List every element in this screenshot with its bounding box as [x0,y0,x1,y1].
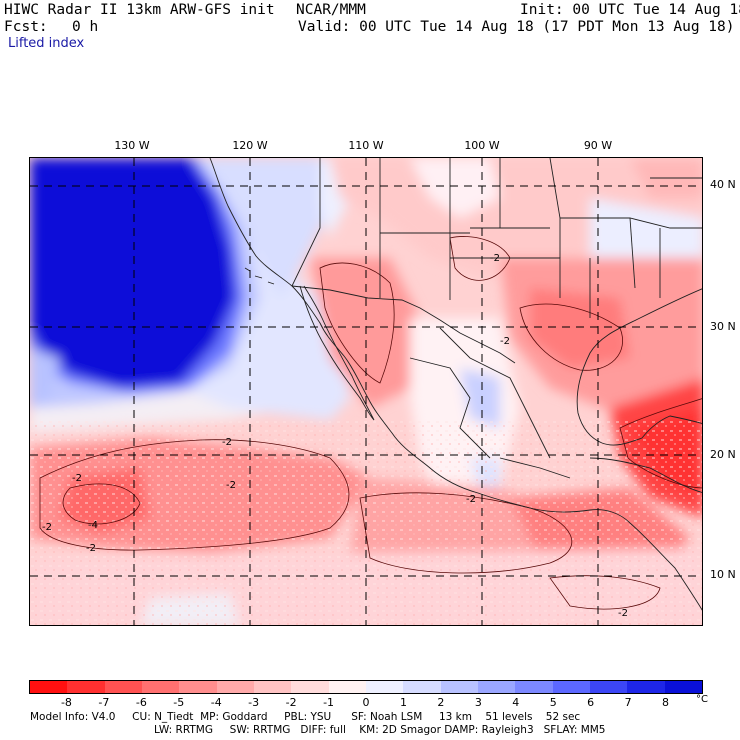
contour-label: -2 [618,608,628,619]
colorbar-segment [477,681,516,693]
colorbar-segment [515,681,553,693]
contour-label: -4 [88,520,98,531]
contour-label: -2 [72,473,82,484]
colorbar-segment [104,681,142,693]
colorbar-tick-label: -5 [173,696,185,709]
org: NCAR/MMM [296,2,366,18]
footer-line-2: LW: RRTMG SW: RRTMG DIFF: full KM: 2D Sm… [154,724,606,736]
colorbar-tick-label: -4 [210,696,222,709]
lon-label-110w: 110 W [348,139,384,152]
contour-label: -2 [86,543,96,554]
colorbar-tick-label: 3 [474,696,482,709]
colorbar-segment [291,681,329,693]
colorbar-segment [552,681,590,693]
colorbar-segment [253,681,292,693]
colorbar-tick-label: -7 [98,696,110,709]
grid-lines [30,158,702,625]
colorbar-segment [365,681,404,693]
field-name: Lifted index [8,36,85,51]
colorbar-segment [440,681,478,693]
colorbar-tick-label: 0 [362,696,370,709]
colorbar-tick-label: 8 [662,696,670,709]
footer-line-1: Model Info: V4.0 CU: N_Tiedt MP: Goddard… [30,711,581,723]
colorbar-segment [589,681,628,693]
colorbar-segment [67,681,105,693]
colorbar-tick-label: 5 [549,696,557,709]
lifted-index-map: -2 -2 -2 -2 -4 -2 -2 -2 -2 -2 [29,157,703,626]
colorbar-segment [627,681,665,693]
colorbar-segment [30,681,68,693]
colorbar-unit: °C [696,694,708,705]
contour-label: -2 [226,480,236,491]
contour-label: -2 [490,253,500,264]
fcst-value: 0 h [72,19,99,35]
colorbar-segment [179,681,217,693]
lon-label-120w: 120 W [232,139,268,152]
land-outlines [209,158,702,611]
fcst-label: Fcst: [4,19,48,35]
lon-label-130w: 130 W [114,139,150,152]
title: HIWC Radar II 13km ARW-GFS init [4,2,275,18]
colorbar-tick-label: 6 [587,696,595,709]
lat-label-30n: 30 N [710,320,736,333]
colorbar-segment [664,681,702,693]
lat-label-20n: 20 N [710,448,736,461]
colorbar-tick-label: -2 [285,696,297,709]
lon-label-90w: 90 W [583,139,613,152]
colorbar-segment [328,681,366,693]
colorbar-tick-label: -6 [135,696,147,709]
contour-label: -2 [500,336,510,347]
colorbar-tick-label: 4 [512,696,520,709]
lat-label-40n: 40 N [710,178,736,191]
colorbar-tick-label: -3 [248,696,260,709]
lon-label-100w: 100 W [464,139,500,152]
colorbar [29,680,703,694]
valid-time: Valid: 00 UTC Tue 14 Aug 18 (17 PDT Mon … [298,19,735,35]
lat-label-10n: 10 N [710,568,736,581]
colorbar-tick-label: -1 [323,696,335,709]
map-canvas: -2 -2 -2 -2 -4 -2 -2 -2 -2 -2 [30,158,702,625]
colorbar-tick-label: 2 [437,696,445,709]
colorbar-tick-label: -8 [60,696,72,709]
colorbar-segment [216,681,254,693]
contour-label: -2 [42,522,52,533]
colorbar-tick-label: 1 [399,696,407,709]
init-time: Init: 00 UTC Tue 14 Aug 18 [520,2,740,18]
colorbar-tick-label: 7 [624,696,632,709]
contour-label: -2 [222,437,232,448]
contour-labels: -2 -2 -2 -2 -4 -2 -2 -2 -2 -2 [42,253,628,619]
colorbar-segment [141,681,180,693]
contour-label: -2 [466,494,476,505]
colorbar-segment [403,681,441,693]
